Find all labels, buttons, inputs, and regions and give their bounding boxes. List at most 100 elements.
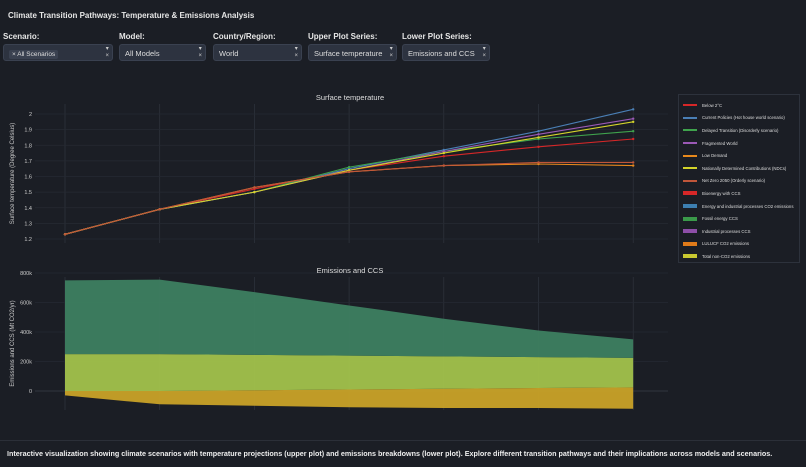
legend-item[interactable]: Below 2°C xyxy=(683,99,795,112)
upper-series-filter: Upper Plot Series: Surface temperature ▾ × xyxy=(308,32,397,61)
area-band[interactable] xyxy=(65,279,634,358)
data-point[interactable] xyxy=(347,165,351,169)
data-point[interactable] xyxy=(253,186,256,189)
legend-item[interactable]: Industrial processes CCS xyxy=(683,225,795,238)
legend-label: Fossil energy CCS xyxy=(702,216,738,222)
legend-label: Bioenergy with CCS xyxy=(702,190,741,196)
legend-swatch xyxy=(683,191,697,196)
y-tick-label: 400k xyxy=(20,330,32,336)
legend-item[interactable]: Fragmented World xyxy=(683,137,795,150)
legend-label: Below 2°C xyxy=(702,102,723,108)
data-point[interactable] xyxy=(632,137,635,141)
model-filter: Model: All Models ▾ × xyxy=(119,32,206,61)
upper-series-label: Upper Plot Series: xyxy=(308,32,378,41)
dropdown-clear-icon[interactable]: ▾ × xyxy=(389,46,393,59)
y-tick-label: 2 xyxy=(29,112,32,118)
legend-swatch xyxy=(683,154,697,157)
legend-swatch xyxy=(683,116,697,119)
data-point[interactable] xyxy=(442,151,445,155)
data-point[interactable] xyxy=(347,170,351,174)
legend-item[interactable]: Low Demand xyxy=(683,149,795,162)
y-tick-label: 1.5 xyxy=(24,190,32,196)
dropdown-clear-icon[interactable]: ▾ × xyxy=(105,46,109,59)
data-point[interactable] xyxy=(537,161,540,164)
data-point[interactable] xyxy=(632,161,635,164)
scenario-filter: Scenario: × All Scenarios ▾ × xyxy=(3,32,113,61)
legend-label: Industrial processes CCS xyxy=(702,228,751,234)
y-tick-label: 1.6 xyxy=(24,175,32,181)
y-tick-label: 600k xyxy=(20,301,32,307)
legend-swatch xyxy=(683,167,697,170)
lower-series-filter: Lower Plot Series: Emissions and CCS ▾ × xyxy=(402,32,490,61)
y-axis-label: Emissions and CCS (Mt CO2/yr) xyxy=(10,300,16,386)
dropdown-clear-icon[interactable]: ▾ × xyxy=(482,46,486,59)
data-point[interactable] xyxy=(632,164,635,167)
legend-label: Net Zero 2050 (Orderly scenario) xyxy=(702,178,766,184)
region-label: Country/Region: xyxy=(213,32,276,41)
data-point[interactable] xyxy=(537,129,540,133)
dropdown-clear-icon[interactable]: ▾ × xyxy=(198,46,202,59)
legend-label: Fragmented World xyxy=(702,140,738,146)
area-band[interactable] xyxy=(65,354,634,391)
upper-series-dropdown[interactable]: Surface temperature ▾ × xyxy=(308,44,397,61)
legend-item[interactable]: Net Zero 2050 (Orderly scenario) xyxy=(683,175,795,188)
area-band[interactable] xyxy=(65,387,634,409)
chart-title: Emissions and CCS xyxy=(317,266,384,275)
y-tick-label: 800k xyxy=(20,271,32,277)
data-point[interactable] xyxy=(537,145,540,149)
page-title: Climate Transition Pathways: Temperature… xyxy=(8,11,255,20)
data-point[interactable] xyxy=(442,164,445,167)
dropdown-clear-icon[interactable]: ▾ × xyxy=(294,46,298,59)
chart-title: Surface temperature xyxy=(316,93,384,102)
legend-item[interactable]: Nationally Determined Contributions (NDC… xyxy=(683,162,795,175)
y-tick-label: 1.7 xyxy=(24,159,32,165)
data-point[interactable] xyxy=(537,136,540,139)
legend-label: Delayed Transition (Disorderly scenario) xyxy=(702,127,779,133)
legend-swatch xyxy=(683,142,697,145)
footer-description: Interactive visualization showing climat… xyxy=(0,440,806,467)
scenario-chip[interactable]: × All Scenarios xyxy=(9,50,59,59)
y-tick-label: 200k xyxy=(20,360,32,366)
legend-label: Low Demand xyxy=(702,153,728,159)
legend-swatch xyxy=(683,229,697,234)
charts[interactable]: 1.2 1.3 1.4 1.5 1.6 1.7 1.8 1.9 2 Surface tempera… xyxy=(0,0,676,430)
data-point[interactable] xyxy=(632,117,635,120)
legend-label: Current Policies (Hot house world scenar… xyxy=(702,115,785,121)
region-filter: Country/Region: World ▾ × xyxy=(213,32,302,61)
model-label: Model: xyxy=(119,32,145,41)
lower-series-dropdown[interactable]: Emissions and CCS ▾ × xyxy=(402,44,490,61)
data-point[interactable] xyxy=(632,120,635,124)
legend-item[interactable]: Fossil energy CCS xyxy=(683,212,795,225)
y-tick-label: 0 xyxy=(29,389,32,395)
legend-swatch xyxy=(683,254,697,259)
data-point[interactable] xyxy=(158,208,161,211)
region-dropdown[interactable]: World ▾ × xyxy=(213,44,302,61)
data-point[interactable] xyxy=(63,233,67,236)
data-point[interactable] xyxy=(632,129,635,133)
data-point[interactable] xyxy=(253,190,256,194)
y-tick-label: 1.3 xyxy=(24,221,32,227)
legend-label: Total non-CO2 emissions xyxy=(702,253,751,259)
data-point[interactable] xyxy=(632,108,635,111)
legend-item[interactable]: Bioenergy with CCS xyxy=(683,187,795,200)
y-tick-label: 1.2 xyxy=(24,237,32,243)
legend-item[interactable]: Energy and industrial processes CO2 emis… xyxy=(683,200,795,213)
legend-label: Nationally Determined Contributions (NDC… xyxy=(702,165,787,171)
legend-swatch xyxy=(683,179,697,182)
data-point[interactable] xyxy=(442,154,445,158)
legend-item[interactable]: Current Policies (Hot house world scenar… xyxy=(683,112,795,125)
legend-item[interactable]: LULUCF CO2 emissions xyxy=(683,238,795,251)
data-point[interactable] xyxy=(537,133,540,136)
legend-swatch xyxy=(683,129,697,132)
lower-series-label: Lower Plot Series: xyxy=(402,32,472,41)
y-tick-label: 1.4 xyxy=(24,206,32,212)
scenario-dropdown[interactable]: × All Scenarios ▾ × xyxy=(3,44,113,61)
legend-label: Energy and industrial processes CO2 emis… xyxy=(702,203,794,209)
model-dropdown[interactable]: All Models ▾ × xyxy=(119,44,206,61)
y-tick-label: 1.9 xyxy=(24,128,32,134)
legend-item[interactable]: Delayed Transition (Disorderly scenario) xyxy=(683,124,795,137)
y-tick-label: 1.8 xyxy=(24,143,32,149)
legend-label: LULUCF CO2 emissions xyxy=(702,241,750,247)
legend-item[interactable]: Total non-CO2 emissions xyxy=(683,250,795,263)
legend-swatch xyxy=(683,216,697,221)
